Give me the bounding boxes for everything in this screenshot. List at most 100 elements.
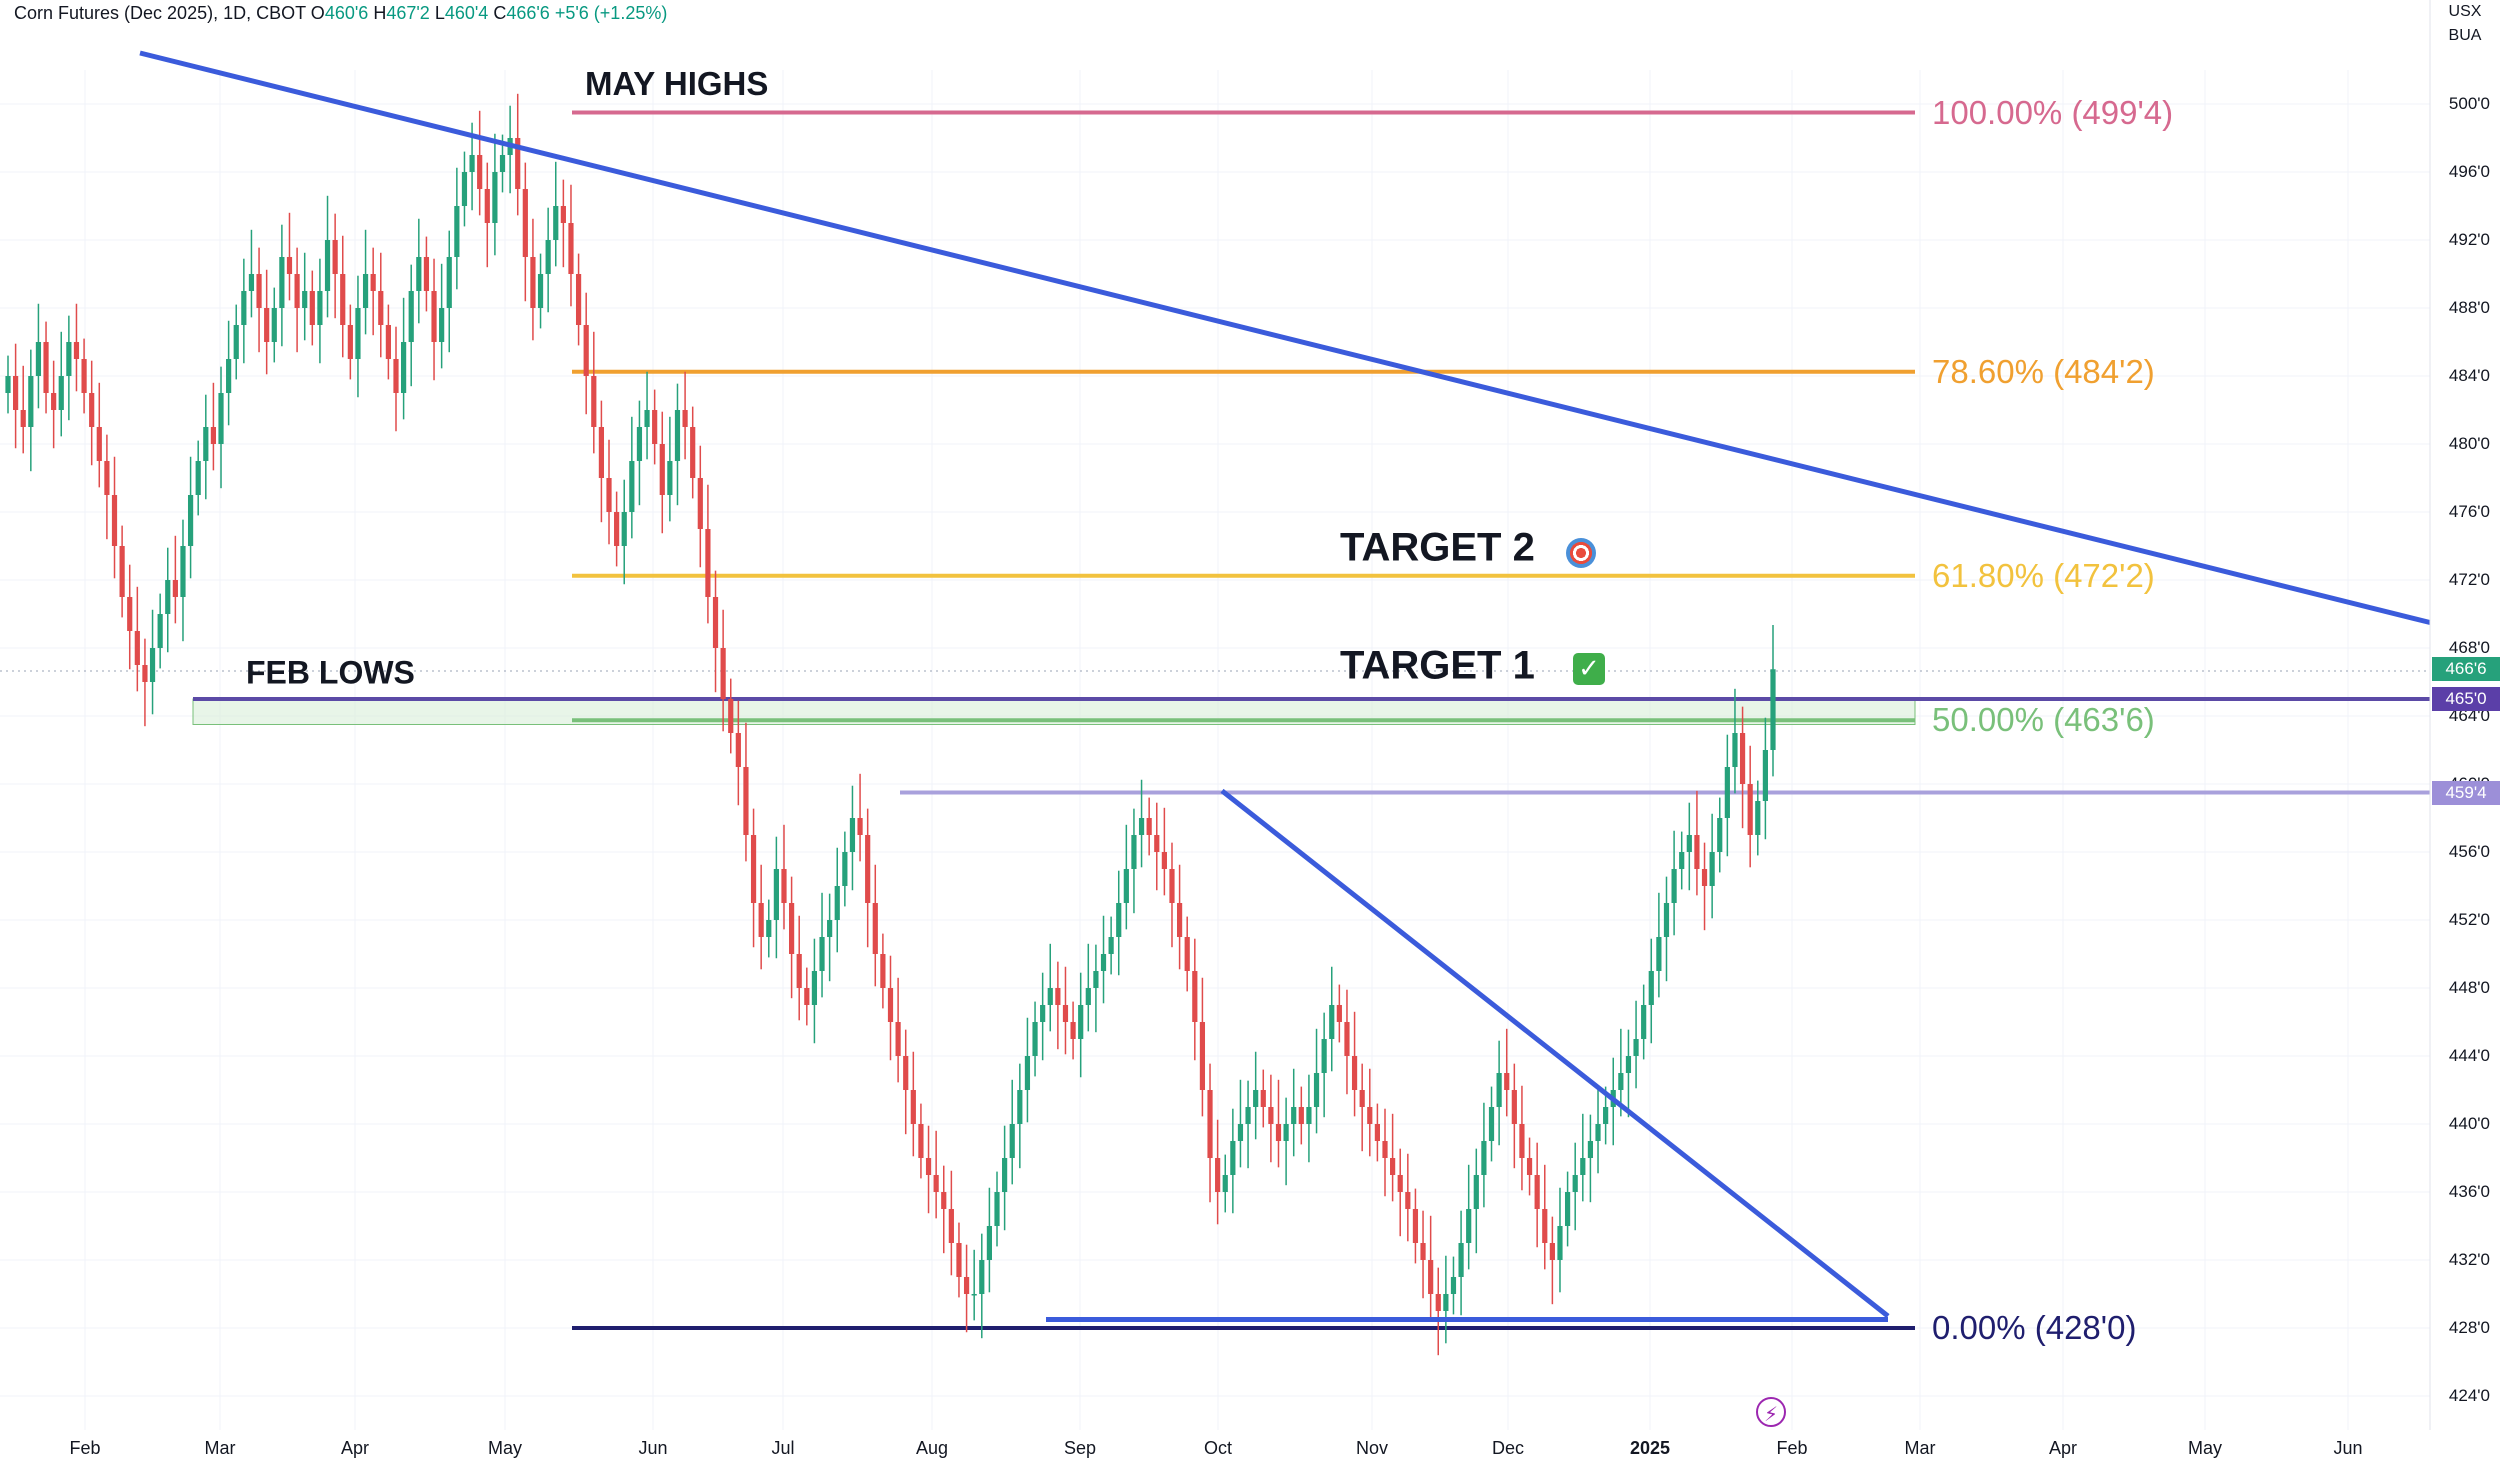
high-value: 467'2	[386, 3, 430, 23]
time-tick-label: Feb	[69, 1438, 101, 1458]
candle-body	[393, 359, 399, 393]
candle-body	[279, 257, 285, 308]
candle-body	[1329, 1005, 1335, 1039]
candle-body	[5, 376, 11, 393]
candle-body	[294, 274, 300, 308]
candle-body	[598, 427, 605, 478]
candle-body	[1770, 669, 1776, 750]
candle-body	[1078, 1005, 1084, 1039]
price-tick-label: 424'0	[2448, 1386, 2490, 1405]
time-tick-label: May	[487, 1438, 523, 1458]
time-tick-label: 2025	[1629, 1438, 1671, 1458]
candle-body	[499, 155, 506, 172]
high-label: H	[373, 3, 387, 23]
candle-body	[629, 461, 635, 512]
lightning-icon[interactable]: ⚡	[1756, 1397, 1786, 1427]
descending-trendline-long	[139, 50, 2431, 625]
candle-body	[857, 818, 863, 835]
candle-body	[1405, 1192, 1411, 1209]
candle-body	[758, 903, 764, 937]
candle-body	[515, 138, 521, 189]
candle-body	[340, 274, 346, 325]
candle-body	[1755, 801, 1761, 835]
candle-body	[568, 223, 574, 274]
price-tick-label: 428'0	[2448, 1318, 2490, 1337]
open-value: 460'6	[324, 3, 369, 23]
candle-body	[401, 342, 407, 393]
candle-body	[674, 410, 681, 461]
candle-body	[149, 648, 156, 682]
feb-lows-label: FEB LOWS	[246, 654, 415, 691]
candle-body	[553, 206, 559, 240]
candle-body	[796, 954, 802, 988]
candle-body	[1237, 1124, 1244, 1141]
candle-body	[203, 427, 209, 461]
candle-body	[560, 206, 566, 223]
fib-level-label: 50.00% (463'6)	[1932, 701, 2155, 739]
candle-body	[1481, 1141, 1487, 1175]
candle-body	[545, 240, 551, 274]
candle-body	[1260, 1090, 1266, 1107]
candle-body	[697, 478, 703, 529]
candle-body	[446, 257, 452, 308]
candle-body	[1549, 1243, 1555, 1260]
candle-body	[1344, 1022, 1350, 1056]
candle-body	[1671, 869, 1677, 903]
price-tick-label: 500'0	[2448, 94, 2490, 113]
price-tick-label: 468'0	[2448, 638, 2490, 657]
candle-body	[773, 869, 779, 920]
candle-body	[264, 308, 270, 342]
candle-body	[1146, 818, 1152, 835]
candle-body	[522, 189, 528, 257]
candle-body	[28, 376, 34, 427]
candle-body	[743, 767, 749, 835]
time-tick-label: Aug	[915, 1438, 949, 1458]
candle-body	[1093, 971, 1099, 988]
fib-level-label: 0.00% (428'0)	[1932, 1309, 2137, 1346]
candle-body	[1374, 1124, 1380, 1141]
fib-level-label: 61.80% (472'2)	[1932, 556, 2155, 594]
candle-body	[1724, 767, 1730, 818]
price-tick-label: 476'0	[2448, 502, 2490, 521]
candle-body	[1230, 1141, 1236, 1175]
candle-body	[621, 512, 627, 546]
candle-body	[591, 376, 597, 427]
candle-body	[1595, 1124, 1601, 1141]
candle-body	[66, 342, 72, 376]
candle-body	[834, 886, 840, 920]
candle-body	[492, 172, 498, 223]
price-tick-label: 432'0	[2448, 1250, 2490, 1269]
candle-body	[1572, 1175, 1578, 1192]
candle-body	[195, 461, 201, 495]
candle-body	[1116, 903, 1122, 937]
candle-body	[781, 869, 787, 903]
candle-body	[1709, 852, 1715, 886]
target-icon	[1566, 538, 1596, 568]
candle-body	[948, 1209, 954, 1243]
candle-body	[1283, 1124, 1289, 1141]
candle-body	[1032, 1022, 1038, 1056]
candle-body	[1207, 1090, 1213, 1158]
candle-body	[872, 903, 878, 954]
candle-body	[332, 240, 338, 274]
candle-body	[827, 920, 833, 937]
candle-body	[1100, 954, 1107, 971]
units-box[interactable]: USX BUA	[2436, 0, 2494, 48]
candle-body	[172, 580, 178, 597]
candle-body	[1253, 1090, 1259, 1107]
candle-body	[1511, 1090, 1517, 1124]
candle-body	[986, 1226, 993, 1260]
target-1-label: TARGET 1	[1340, 643, 1535, 688]
quantity-unit[interactable]: BUA	[2448, 27, 2482, 44]
candle-body	[1633, 1039, 1639, 1056]
candle-body	[1458, 1243, 1464, 1277]
candle-body	[1321, 1039, 1327, 1073]
candle-body	[362, 274, 369, 308]
low-label: L	[434, 3, 445, 23]
currency-unit[interactable]: USX	[2448, 3, 2482, 20]
candle-body	[1648, 971, 1654, 1005]
candle-body	[941, 1192, 947, 1209]
candle-body	[454, 206, 460, 257]
candle-body	[918, 1124, 924, 1158]
